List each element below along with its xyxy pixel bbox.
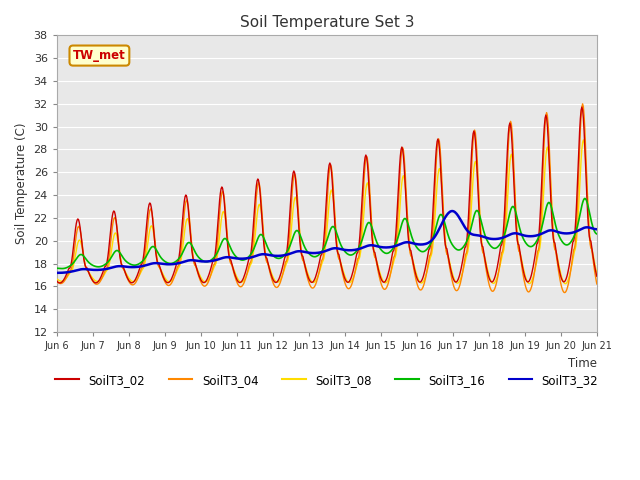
SoilT3_16 <box>425 244 433 250</box>
SoilT3_04 <box>579 101 586 107</box>
SoilT3_08 <box>319 259 326 265</box>
SoilT3_02 <box>578 104 586 110</box>
SoilT3_16 <box>319 247 327 252</box>
SoilT3_16 <box>593 231 601 237</box>
SoilT3_02 <box>56 280 63 286</box>
SoilT3_02 <box>425 247 433 252</box>
SoilT3_08 <box>561 281 569 287</box>
SoilT3_32 <box>371 243 379 249</box>
SoilT3_04 <box>543 112 551 118</box>
SoilT3_02 <box>544 135 552 141</box>
Title: Soil Temperature Set 3: Soil Temperature Set 3 <box>239 15 414 30</box>
SoilT3_02 <box>372 253 380 259</box>
SoilT3_02 <box>172 263 180 268</box>
SoilT3_32 <box>544 228 552 234</box>
SoilT3_04 <box>172 271 179 276</box>
SoilT3_08 <box>593 270 601 276</box>
SoilT3_08 <box>424 264 432 270</box>
Line: SoilT3_32: SoilT3_32 <box>57 211 597 273</box>
SoilT3_16 <box>372 236 380 242</box>
Line: SoilT3_16: SoilT3_16 <box>57 198 597 269</box>
X-axis label: Time: Time <box>568 357 597 370</box>
SoilT3_08 <box>195 270 202 276</box>
Y-axis label: Soil Temperature (C): Soil Temperature (C) <box>15 123 28 244</box>
SoilT3_04 <box>593 281 601 287</box>
SoilT3_08 <box>371 253 379 259</box>
SoilT3_08 <box>543 144 551 150</box>
SoilT3_16 <box>172 258 180 264</box>
SoilT3_32 <box>448 208 456 214</box>
SoilT3_08 <box>579 137 587 143</box>
SoilT3_16 <box>581 195 589 201</box>
SoilT3_02 <box>593 274 601 279</box>
SoilT3_04 <box>424 262 432 267</box>
SoilT3_02 <box>319 244 327 250</box>
Line: SoilT3_08: SoilT3_08 <box>57 140 597 284</box>
Text: TW_met: TW_met <box>73 49 126 62</box>
SoilT3_16 <box>53 265 61 271</box>
SoilT3_08 <box>53 276 61 282</box>
SoilT3_04 <box>371 254 379 260</box>
Line: SoilT3_04: SoilT3_04 <box>57 104 597 293</box>
SoilT3_04 <box>195 273 202 279</box>
SoilT3_32 <box>424 240 432 246</box>
SoilT3_32 <box>195 258 202 264</box>
SoilT3_04 <box>53 278 61 284</box>
SoilT3_16 <box>544 200 552 206</box>
SoilT3_32 <box>53 270 61 276</box>
SoilT3_32 <box>172 261 179 267</box>
Line: SoilT3_02: SoilT3_02 <box>57 107 597 283</box>
SoilT3_32 <box>593 227 601 232</box>
SoilT3_02 <box>195 274 203 279</box>
SoilT3_04 <box>319 257 326 263</box>
SoilT3_04 <box>561 290 568 296</box>
SoilT3_16 <box>195 255 203 261</box>
SoilT3_08 <box>172 272 179 277</box>
SoilT3_32 <box>319 249 326 255</box>
Legend: SoilT3_02, SoilT3_04, SoilT3_08, SoilT3_16, SoilT3_32: SoilT3_02, SoilT3_04, SoilT3_08, SoilT3_… <box>51 369 603 391</box>
SoilT3_16 <box>58 266 66 272</box>
SoilT3_02 <box>53 278 61 284</box>
